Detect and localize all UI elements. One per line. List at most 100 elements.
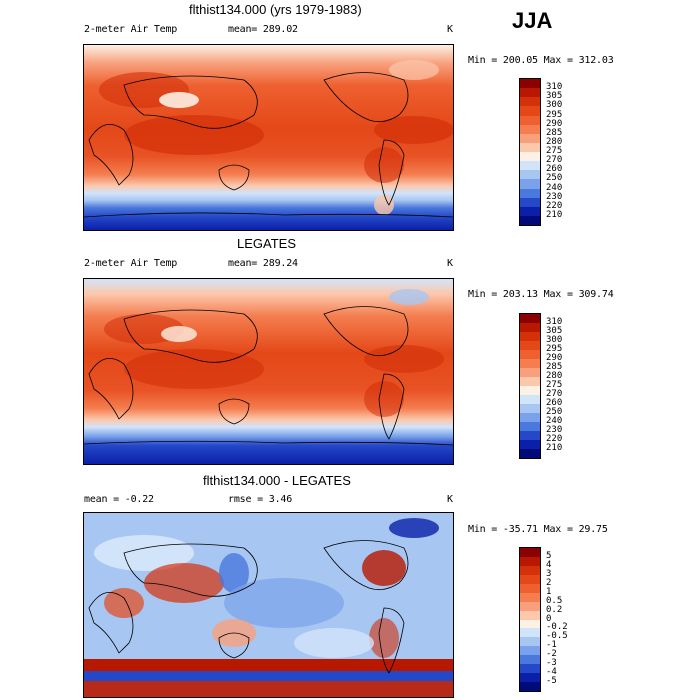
colorbar-tick-label: 285 [546, 362, 563, 372]
colorbar-tick-label: 220 [546, 434, 563, 444]
colorbar-swatch [520, 350, 540, 359]
colorbar-tick-label: 300 [546, 335, 563, 345]
colorbar-swatch [520, 565, 540, 575]
panel2-variable-label: 2-meter Air Temp [84, 258, 178, 269]
panel2-minmax: Min = 203.13 Max = 309.74 [468, 289, 614, 300]
colorbar-tick-label: 210 [546, 209, 563, 220]
colorbar-tick-label: 295 [546, 344, 563, 354]
colorbar-swatch [520, 583, 540, 593]
colorbar-swatch [520, 592, 540, 602]
colorbar-swatch [520, 161, 540, 171]
colorbar-tick-label: 3 [546, 568, 552, 579]
colorbar-swatch [520, 556, 540, 566]
colorbar-tick-label: 250 [546, 173, 563, 184]
colorbar-swatch [520, 377, 540, 386]
colorbar-swatch [520, 79, 540, 89]
colorbar-swatch [520, 179, 540, 189]
colorbar-tick-label: -4 [546, 667, 557, 678]
colorbar-tick-label: 250 [546, 407, 563, 417]
panel3-map [83, 512, 454, 698]
panel2-title: LEGATES [237, 236, 297, 251]
colorbar-tick-label: 295 [546, 109, 563, 120]
colorbar-tick-label: 305 [546, 326, 563, 336]
colorbar-tick-label: 280 [546, 136, 563, 147]
colorbar-tick-label: -2 [546, 649, 557, 660]
colorbar-tick-label: 2 [546, 577, 552, 588]
colorbar-tick-label: 280 [546, 371, 563, 381]
colorbar-tick-label: 275 [546, 146, 563, 156]
panel1-colorbar [519, 78, 541, 226]
colorbar-tick-label: 210 [546, 443, 563, 453]
colorbar-swatch [520, 97, 540, 107]
panel2-colorbar [519, 313, 541, 459]
colorbar-swatch [520, 124, 540, 134]
colorbar-tick-label: 310 [546, 82, 563, 93]
colorbar-swatch [520, 332, 540, 341]
colorbar-tick-label: 230 [546, 191, 563, 202]
colorbar-swatch [520, 152, 540, 162]
colorbar-tick-label: 0.5 [546, 595, 563, 606]
colorbar-swatch [520, 341, 540, 350]
colorbar-swatch [520, 619, 540, 629]
panel3-minmax: Min = -35.71 Max = 29.75 [468, 524, 608, 535]
colorbar-swatch [520, 197, 540, 207]
colorbar-swatch [520, 574, 540, 584]
colorbar-swatch [520, 188, 540, 198]
colorbar-swatch [520, 170, 540, 180]
panel2-map [83, 278, 454, 465]
colorbar-swatch [520, 142, 540, 152]
colorbar-tick-label: 310 [546, 317, 563, 327]
colorbar-swatch [520, 422, 540, 431]
panel1-variable-label: 2-meter Air Temp [84, 24, 178, 35]
season-label: JJA [512, 8, 553, 33]
colorbar-swatch [520, 413, 540, 422]
panel3-units-label: K [447, 494, 453, 505]
colorbar-tick-label: -5 [546, 676, 557, 687]
panel3-colorbar [519, 547, 541, 692]
colorbar-swatch [520, 106, 540, 116]
colorbar-tick-label: 0 [546, 613, 552, 624]
colorbar-swatch [520, 628, 540, 638]
colorbar-swatch [520, 133, 540, 143]
colorbar-swatch [520, 395, 540, 404]
colorbar-swatch [520, 206, 540, 216]
colorbar-swatch [520, 610, 540, 620]
colorbar-tick-label: 240 [546, 416, 563, 426]
colorbar-swatch [520, 646, 540, 656]
panel1-units-label: K [447, 24, 453, 35]
panel1-map [83, 44, 454, 231]
panel2-mean-label: mean= 289.24 [228, 258, 298, 269]
colorbar-tick-label: 285 [546, 127, 563, 138]
colorbar-swatch [520, 314, 540, 323]
colorbar-swatch [520, 664, 540, 674]
colorbar-swatch [520, 404, 540, 413]
colorbar-swatch [520, 215, 540, 225]
panel2-units-label: K [447, 258, 453, 269]
colorbar-tick-label: 4 [546, 559, 552, 570]
colorbar-tick-label: -1 [546, 640, 557, 651]
colorbar-tick-label: 220 [546, 200, 563, 211]
colorbar-tick-label: 275 [546, 380, 563, 390]
colorbar-tick-label: 0.2 [546, 604, 563, 615]
colorbar-swatch [520, 449, 540, 458]
colorbar-tick-label: 300 [546, 100, 563, 111]
colorbar-tick-label: 270 [546, 389, 563, 399]
colorbar-swatch [520, 637, 540, 647]
colorbar-tick-label: 230 [546, 425, 563, 435]
colorbar-tick-label: 305 [546, 91, 563, 102]
colorbar-tick-label: 1 [546, 586, 552, 597]
colorbar-swatch [520, 323, 540, 332]
colorbar-tick-label: -0.2 [546, 622, 568, 633]
colorbar-tick-label: 270 [546, 155, 563, 166]
colorbar-swatch [520, 548, 540, 557]
colorbar-swatch [520, 601, 540, 611]
colorbar-swatch [520, 440, 540, 449]
colorbar-swatch [520, 682, 540, 691]
colorbar-tick-label: 5 [546, 550, 552, 561]
colorbar-tick-label: -3 [546, 658, 557, 669]
colorbar-swatch [520, 368, 540, 377]
colorbar-tick-label: -0.5 [546, 631, 568, 642]
panel1-minmax: Min = 200.05 Max = 312.03 [468, 55, 614, 66]
panel1-mean-label: mean= 289.02 [228, 24, 298, 35]
colorbar-tick-label: 290 [546, 118, 563, 129]
